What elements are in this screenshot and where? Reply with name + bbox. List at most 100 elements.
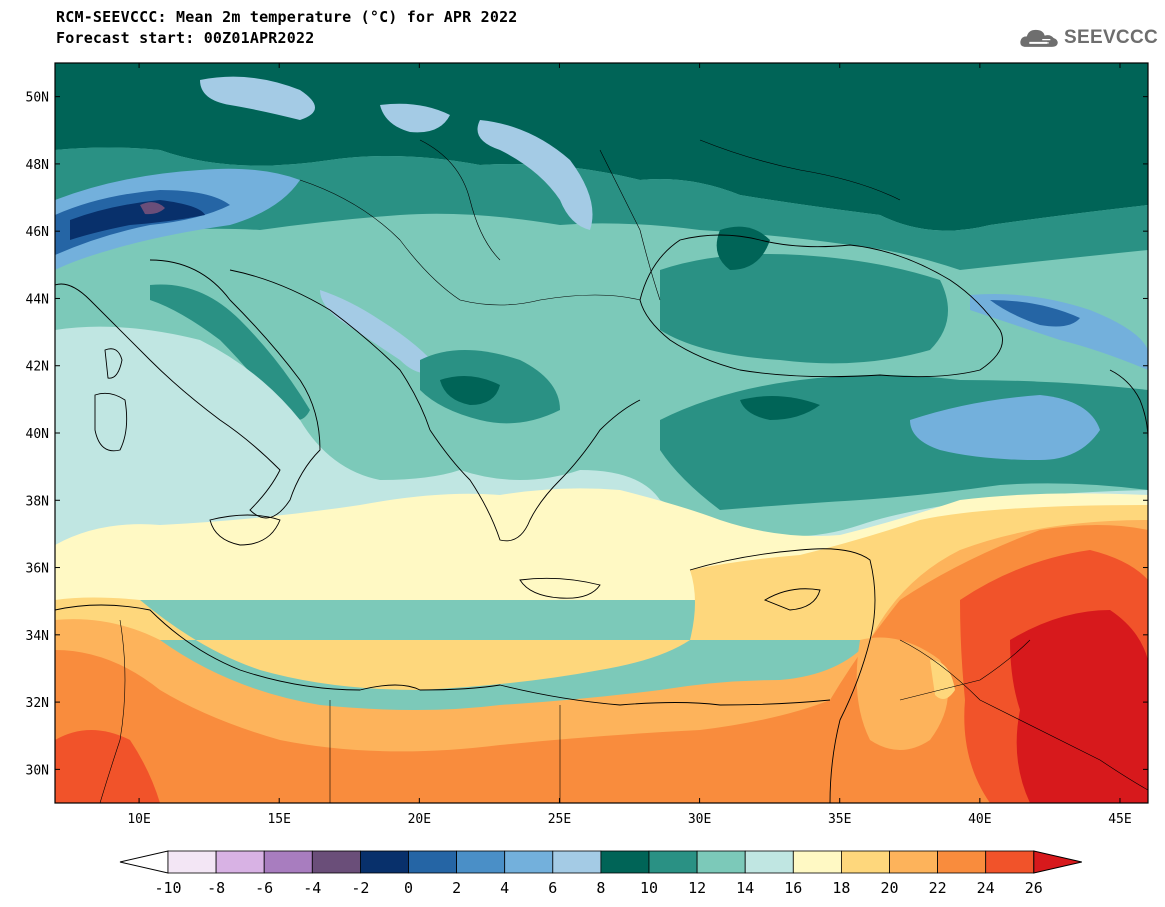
colorbar-swatch [841,850,890,874]
colorbar-swatch [263,850,313,874]
coast-crete [519,577,601,599]
coast-sicily [209,514,281,546]
coast-blacksea [639,234,1003,378]
lat-tick-label: 30N [26,763,49,778]
lat-tick-label: 38N [26,494,49,509]
colorbar-low-arrow [119,850,169,874]
field-north-mid [55,147,1148,270]
lat-tick-label: 32N [26,696,49,711]
field-alps-coldest [70,200,205,240]
lat-tick-label: 34N [26,629,49,644]
coast-levant [689,548,876,803]
colorbar-label: 12 [688,879,706,897]
lon-tick-label: 20E [408,812,431,827]
colorbar-label: 16 [784,879,802,897]
colorbar-label: 6 [548,879,557,897]
field-carpathians-b [200,76,315,120]
colorbar-swatch [311,850,361,874]
coast-corsica [104,348,123,379]
border-5 [899,639,1148,791]
lon-tick-label: 40E [968,812,991,827]
colorbar-label: 26 [1025,879,1043,897]
field-caucasus-dark [990,300,1080,327]
colorbar-swatch [167,850,217,874]
border-6 [899,639,1031,701]
field-alps-peak [140,202,165,215]
colorbar-label: -4 [303,879,321,897]
lat-tick-label: 46N [26,225,49,240]
colorbar-swatch [552,850,602,874]
coast-caspian [1109,369,1148,441]
border-2 [419,139,501,261]
colorbar-label: 20 [880,879,898,897]
colorbar-swatch [696,850,746,874]
border-3 [599,149,661,301]
field-yellow [55,505,1148,690]
colorbar-swatch [648,850,698,874]
lon-tick-label: 15E [267,812,290,827]
colorbar-label: 10 [640,879,658,897]
field-sinai [856,637,948,750]
lat-tick-label: 42N [26,360,49,375]
lat-tick-label: 40N [26,427,49,442]
colorbar-label: 22 [929,879,947,897]
colorbar-label: 8 [596,879,605,897]
logo-text: SEEVCCC [1064,27,1158,48]
lon-tick-label: 10E [127,812,150,827]
colorbar-swatch [215,850,265,874]
field-balkan-darker [440,376,500,405]
coast-africa [55,604,831,706]
field-carpathians-c [380,103,450,133]
coast-greece [429,399,641,542]
field-anatolia-cold [910,395,1100,460]
forecast-start-label: Forecast start: 00Z01APR2022 [56,29,315,47]
colorbar-swatch [937,850,987,874]
field-dinaric [320,290,440,374]
lat-tick-label: 50N [26,91,49,106]
map-axes: 50N 48N 46N 44N 42N 40N 38N 36N 34N 32N 30N 10E 15E 2… [26,63,1148,827]
colorbar-label: -10 [154,879,181,897]
border-1 [299,179,641,306]
coast-sardinia [94,392,128,452]
map-title: RCM-SEEVCCC: Mean 2m temperature (°C) fo… [56,8,518,26]
border-9 [99,619,126,803]
colorbar-swatch [600,850,650,874]
field-sinai-light [930,660,955,699]
colorbar-label: 0 [404,879,413,897]
border-4 [699,139,901,201]
colorbar-label: 2 [452,879,461,897]
colorbar-label: 14 [736,879,754,897]
lon-tick-label: 45E [1108,812,1131,827]
colorbar-swatch [889,850,938,874]
colorbar-high-arrow [1033,850,1082,874]
lat-tick-label: 36N [26,562,49,577]
temperature-field [55,63,1148,803]
lat-tick-label: 44N [26,292,49,307]
colorbar-swatch [359,850,409,874]
field-med-cyan [55,326,1148,545]
coast-adriatic [229,269,431,431]
colorbar-label: 4 [500,879,509,897]
lat-tick-label: 48N [26,158,49,173]
lon-tick-label: 25E [548,812,571,827]
colorbar-label: -6 [255,879,273,897]
colorbar-label: 18 [832,879,850,897]
colorbar-swatch [456,850,506,874]
colorbar-label: -2 [351,879,369,897]
colorbar-swatch [408,850,457,874]
lon-tick-label: 35E [828,812,851,827]
coast-italy [55,259,321,519]
colorbar-label: 24 [977,879,995,897]
colorbar-swatch [985,850,1035,874]
coastlines [55,139,1148,803]
colorbar-swatch [792,850,842,874]
field-blacksea [660,254,948,364]
cloud-icon [1020,29,1058,47]
field-red [55,730,160,803]
colorbar-swatch [744,850,794,874]
field-north-dark [55,63,1148,231]
colorbar: -10 -8 -6 -4 -2 0 2 4 6 8 10 12 14 16 18 20 22 24 26 [119,850,1082,897]
field-red-deep [1010,610,1148,803]
seevccc-logo: SEEVCCC [1018,20,1158,56]
